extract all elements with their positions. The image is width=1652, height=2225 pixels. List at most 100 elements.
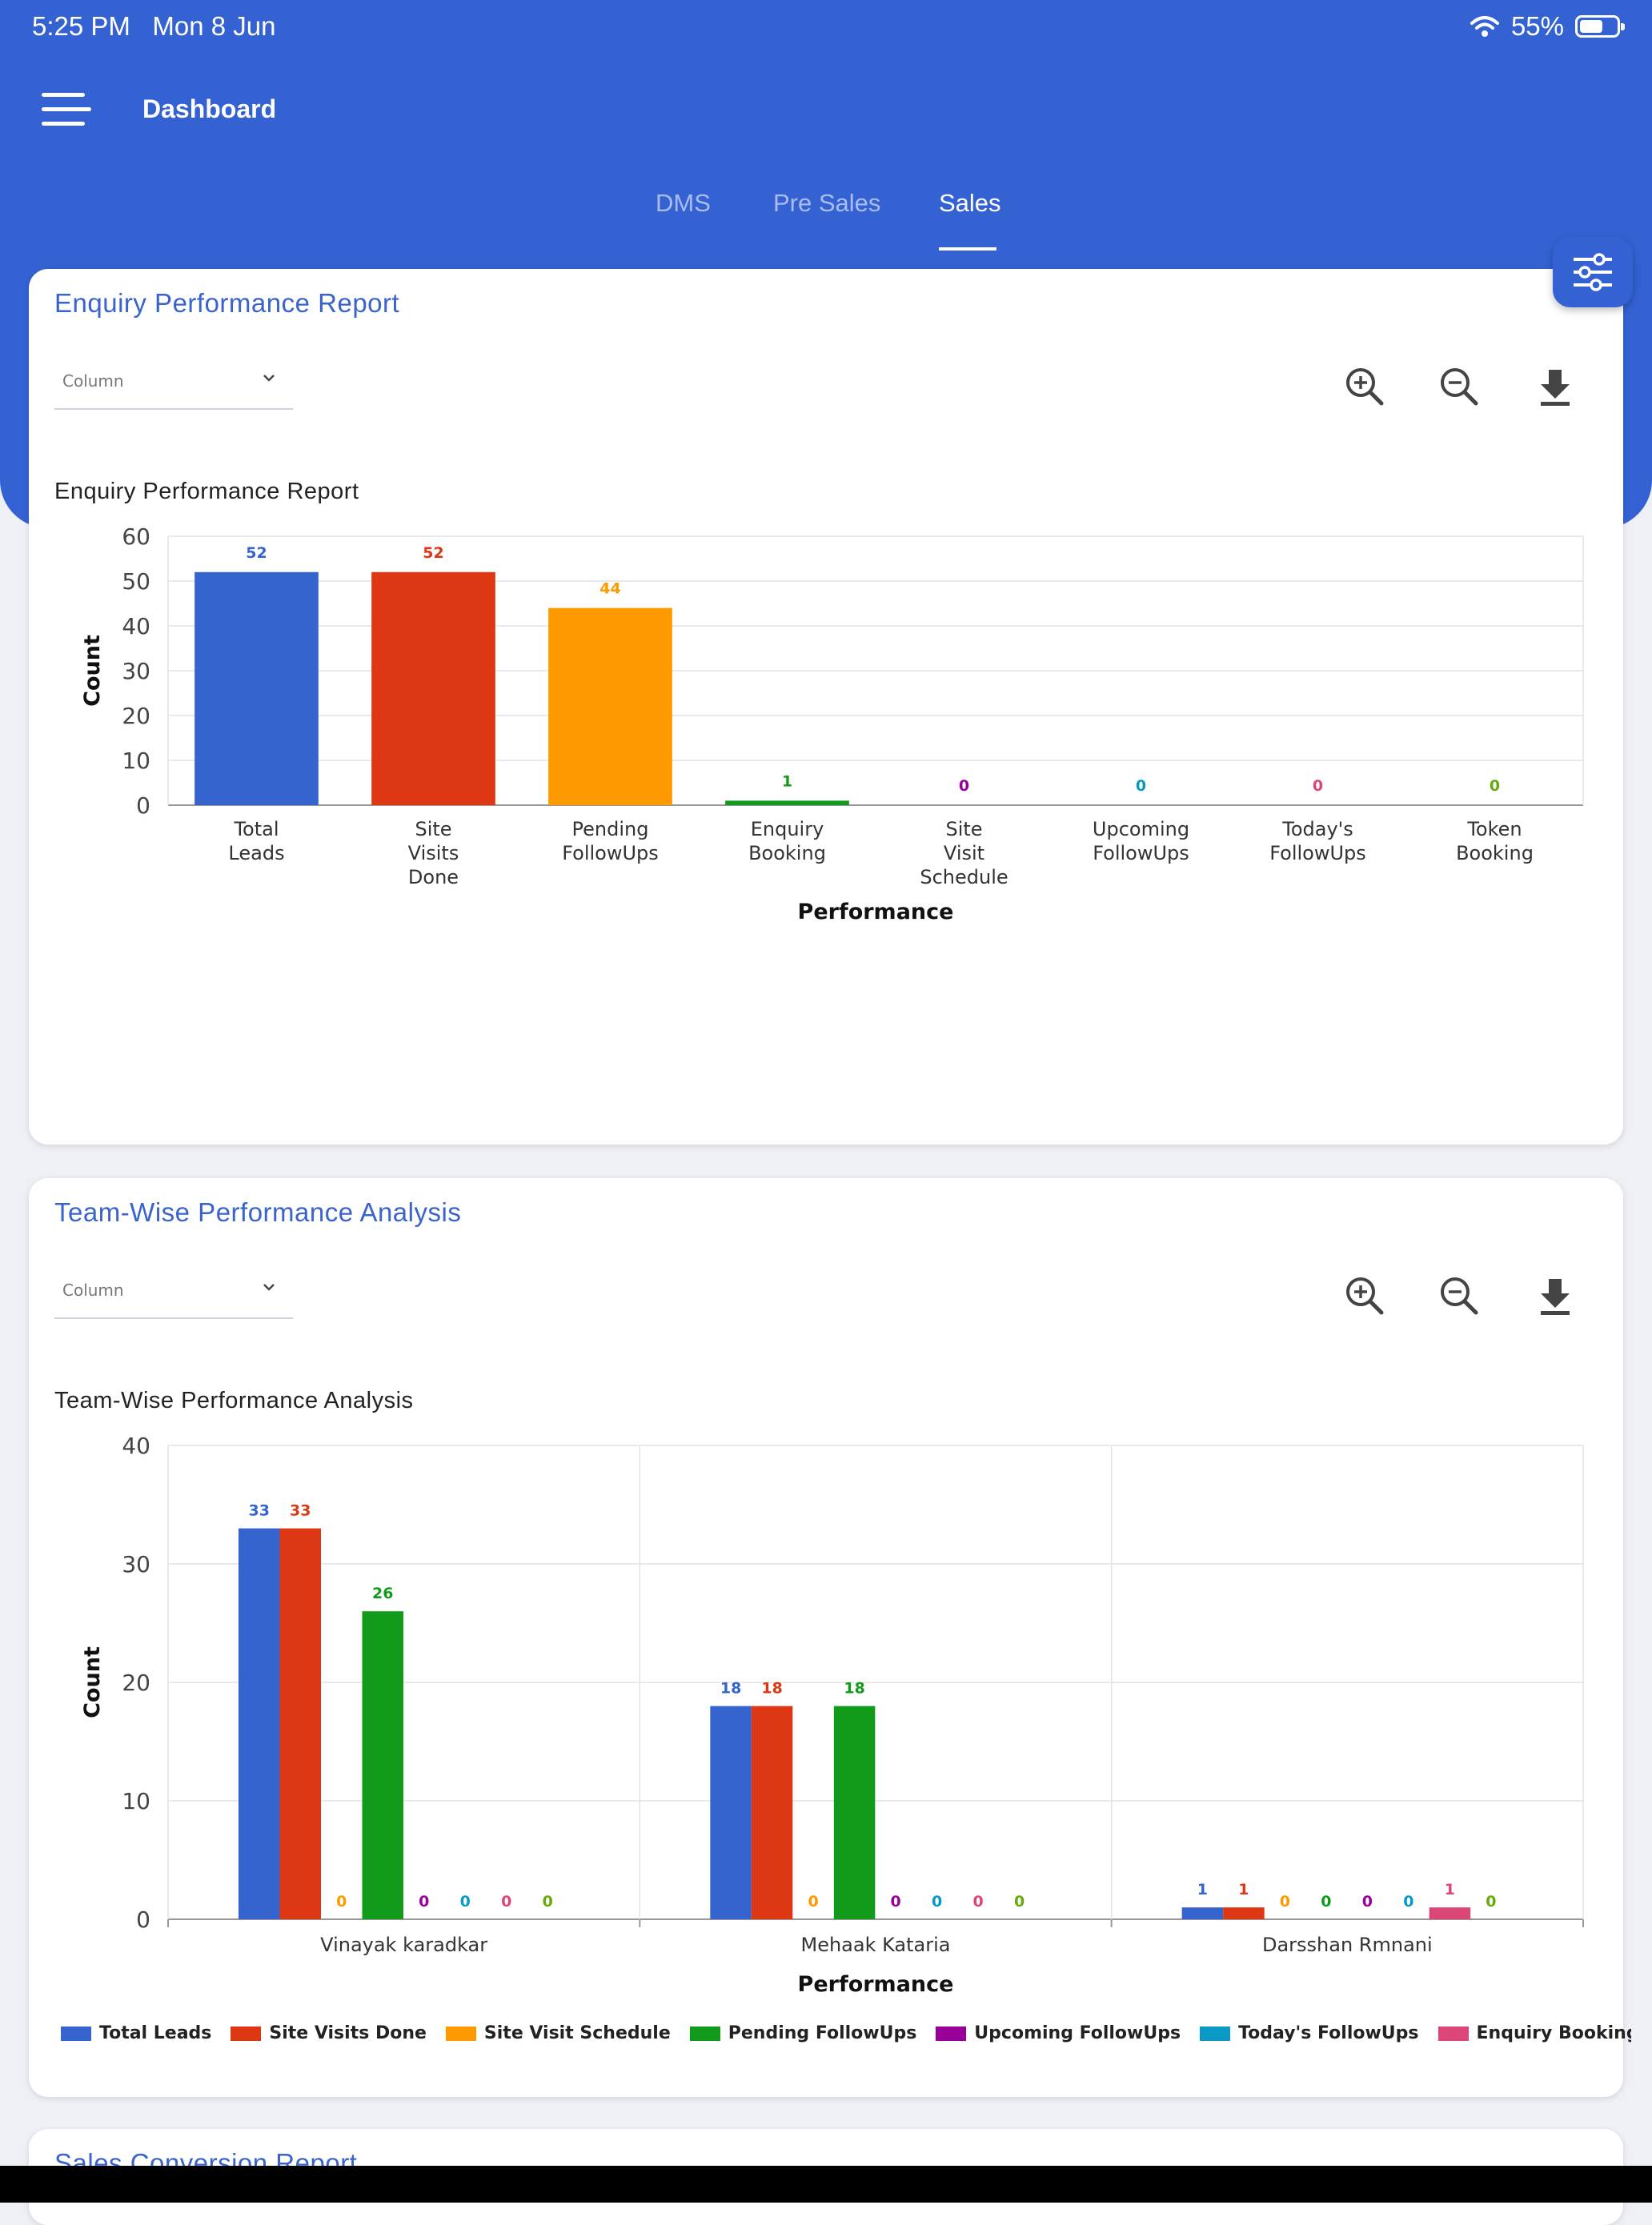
legend-item[interactable]: Site Visits Done bbox=[231, 2023, 427, 2043]
legend-item[interactable]: Total Leads bbox=[61, 2023, 211, 2043]
zoom-in-icon[interactable] bbox=[1341, 363, 1388, 410]
data-label: 0 bbox=[1321, 1893, 1331, 1910]
bar bbox=[1181, 1907, 1224, 1919]
menu-icon[interactable] bbox=[42, 93, 91, 126]
legend-swatch bbox=[1200, 2026, 1231, 2041]
zoom-out-icon[interactable] bbox=[1436, 1273, 1482, 1319]
wifi-icon bbox=[1470, 16, 1499, 37]
download-icon[interactable] bbox=[1532, 363, 1578, 410]
x-axis-label: Performance bbox=[798, 900, 954, 924]
legend-label: Today's FollowUps bbox=[1238, 2023, 1419, 2043]
bar bbox=[371, 571, 495, 805]
chevron-down-icon bbox=[263, 1284, 275, 1291]
legend-swatch bbox=[689, 2026, 720, 2041]
x-tick-label: Token bbox=[1466, 818, 1522, 840]
data-label: 0 bbox=[1490, 777, 1500, 795]
bar bbox=[194, 571, 319, 805]
chart-type-select[interactable]: Column bbox=[54, 357, 293, 410]
data-label: 0 bbox=[460, 1893, 471, 1910]
y-tick-label: 50 bbox=[122, 568, 150, 595]
data-label: 0 bbox=[336, 1893, 347, 1910]
x-tick-label: Upcoming bbox=[1093, 818, 1189, 840]
x-tick-label: Visit bbox=[944, 842, 984, 864]
data-label: 0 bbox=[1362, 1893, 1373, 1910]
legend-label: Total Leads bbox=[99, 2023, 212, 2043]
y-tick-label: 40 bbox=[122, 1433, 150, 1459]
bar bbox=[710, 1706, 752, 1919]
x-tick-label: Vinayak karadkar bbox=[320, 1934, 487, 1956]
bar bbox=[362, 1611, 403, 1919]
data-label: 0 bbox=[1403, 1893, 1413, 1910]
legend-item[interactable]: Site Visit Schedule bbox=[445, 2023, 671, 2043]
legend-swatch bbox=[231, 2026, 262, 2041]
data-label: 18 bbox=[761, 1680, 782, 1698]
y-tick-label: 20 bbox=[122, 703, 150, 729]
chart-type-select[interactable]: Column bbox=[54, 1266, 293, 1319]
legend-item[interactable]: Today's FollowUps bbox=[1200, 2023, 1419, 2043]
legend-label: Enquiry Booking bbox=[1476, 2023, 1631, 2043]
x-tick-label: Schedule bbox=[920, 866, 1008, 888]
bar bbox=[725, 800, 849, 805]
tab-sales[interactable]: Sales bbox=[939, 189, 1001, 217]
y-tick-label: 10 bbox=[122, 748, 150, 774]
x-tick-label: Total bbox=[233, 818, 279, 840]
legend-item[interactable]: Enquiry Booking bbox=[1437, 2023, 1631, 2043]
legend-item[interactable]: Upcoming FollowUps bbox=[936, 2023, 1181, 2043]
download-icon[interactable] bbox=[1532, 1273, 1578, 1319]
tab-pre-sales[interactable]: Pre Sales bbox=[773, 189, 881, 217]
data-label: 0 bbox=[1014, 1893, 1024, 1910]
bar bbox=[548, 607, 672, 805]
card-title: Enquiry Performance Report bbox=[54, 288, 400, 318]
legend-label: Upcoming FollowUps bbox=[974, 2023, 1181, 2043]
legend-swatch bbox=[1437, 2026, 1469, 2041]
card-title: Team-Wise Performance Analysis bbox=[54, 1197, 462, 1227]
y-axis-label: Count bbox=[80, 635, 105, 707]
battery-percent: 55% bbox=[1510, 11, 1564, 41]
bar bbox=[1223, 1907, 1265, 1919]
bar bbox=[833, 1706, 876, 1919]
legend-swatch bbox=[445, 2026, 476, 2041]
data-label: 0 bbox=[1280, 1893, 1290, 1910]
x-tick-label: Booking bbox=[748, 842, 826, 864]
data-label: 44 bbox=[599, 580, 620, 598]
legend-swatch bbox=[61, 2026, 91, 2041]
status-right: 55% bbox=[1470, 11, 1625, 42]
filter-button[interactable] bbox=[1553, 237, 1633, 307]
zoom-out-icon[interactable] bbox=[1436, 363, 1482, 410]
x-tick-label: Mehaak Kataria bbox=[800, 1934, 950, 1956]
select-value: Column bbox=[62, 371, 124, 391]
tab-dms[interactable]: DMS bbox=[656, 189, 711, 217]
x-tick-label: FollowUps bbox=[562, 842, 659, 864]
data-label: 0 bbox=[543, 1893, 553, 1910]
x-tick-label: Darsshan Rmnani bbox=[1262, 1934, 1433, 1956]
y-tick-label: 20 bbox=[122, 1670, 150, 1696]
legend-item[interactable]: Pending FollowUps bbox=[689, 2023, 917, 2043]
data-label: 1 bbox=[1197, 1881, 1208, 1898]
data-label: 18 bbox=[844, 1680, 864, 1698]
battery-icon bbox=[1575, 15, 1625, 38]
bar bbox=[751, 1706, 793, 1919]
data-label: 1 bbox=[1238, 1881, 1249, 1898]
x-tick-label: Site bbox=[945, 818, 982, 840]
chart-title: Enquiry Performance Report bbox=[54, 479, 359, 504]
chevron-down-icon bbox=[263, 375, 275, 382]
y-tick-label: 0 bbox=[136, 1906, 150, 1933]
status-time: 5:25 PM Mon 8 Jun bbox=[32, 11, 276, 42]
data-label: 0 bbox=[1486, 1893, 1496, 1910]
y-tick-label: 30 bbox=[122, 658, 150, 684]
y-tick-label: 60 bbox=[122, 523, 150, 550]
status-bar: 5:25 PM Mon 8 Jun 55% bbox=[0, 0, 1652, 58]
x-tick-label: Visits bbox=[408, 842, 459, 864]
legend-label: Pending FollowUps bbox=[728, 2023, 917, 2043]
y-axis-label: Count bbox=[80, 1646, 105, 1718]
x-tick-label: Site bbox=[415, 818, 451, 840]
data-label: 0 bbox=[501, 1893, 511, 1910]
data-label: 1 bbox=[782, 772, 792, 790]
status-date: Mon 8 Jun bbox=[152, 11, 276, 41]
data-label: 18 bbox=[720, 1680, 741, 1698]
x-tick-label: Booking bbox=[1456, 842, 1534, 864]
y-tick-label: 0 bbox=[136, 792, 150, 819]
zoom-in-icon[interactable] bbox=[1341, 1273, 1388, 1319]
data-label: 0 bbox=[419, 1893, 429, 1910]
status-clock: 5:25 PM bbox=[32, 11, 130, 41]
